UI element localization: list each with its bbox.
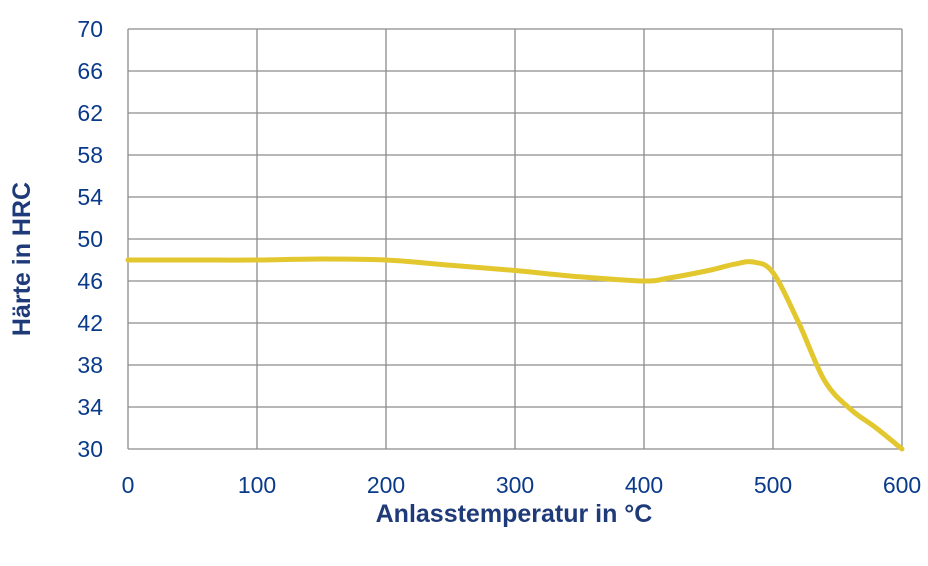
series-line-0 <box>125 256 905 452</box>
y-tick-label: 42 <box>77 310 103 336</box>
grid-layer <box>127 28 903 450</box>
y-tick-label: 70 <box>77 16 103 42</box>
x-tick-label: 200 <box>367 472 405 498</box>
y-tick-label: 58 <box>77 142 103 168</box>
x-axis-title: Anlasstemperatur in °C <box>376 500 653 528</box>
y-tick-label: 30 <box>77 436 103 462</box>
y-tick-label: 62 <box>77 100 103 126</box>
tick-labels: 30 34 38 42 46 50 54 58 62 66 70 0 100 200 300 400 500 60… <box>77 16 921 498</box>
x-tick-label: 100 <box>238 472 276 498</box>
series-layer <box>125 256 905 452</box>
y-tick-label: 46 <box>77 268 103 294</box>
y-tick-label: 38 <box>77 352 103 378</box>
x-tick-label: 600 <box>883 472 921 498</box>
y-tick-label: 34 <box>77 394 103 420</box>
x-tick-label: 300 <box>496 472 534 498</box>
x-tick-label: 400 <box>625 472 663 498</box>
y-tick-label: 50 <box>77 226 103 252</box>
x-tick-label: 500 <box>754 472 792 498</box>
y-tick-label: 54 <box>77 184 103 210</box>
x-tick-label: 0 <box>122 472 135 498</box>
y-tick-label: 66 <box>77 58 103 84</box>
y-axis-title: Härte in HRC <box>8 182 36 336</box>
